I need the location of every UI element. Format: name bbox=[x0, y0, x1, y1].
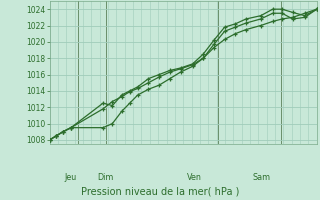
Text: Sam: Sam bbox=[253, 173, 271, 182]
Text: Dim: Dim bbox=[98, 173, 114, 182]
Text: Jeu: Jeu bbox=[64, 173, 76, 182]
Text: Pression niveau de la mer( hPa ): Pression niveau de la mer( hPa ) bbox=[81, 186, 239, 196]
Text: Ven: Ven bbox=[187, 173, 202, 182]
